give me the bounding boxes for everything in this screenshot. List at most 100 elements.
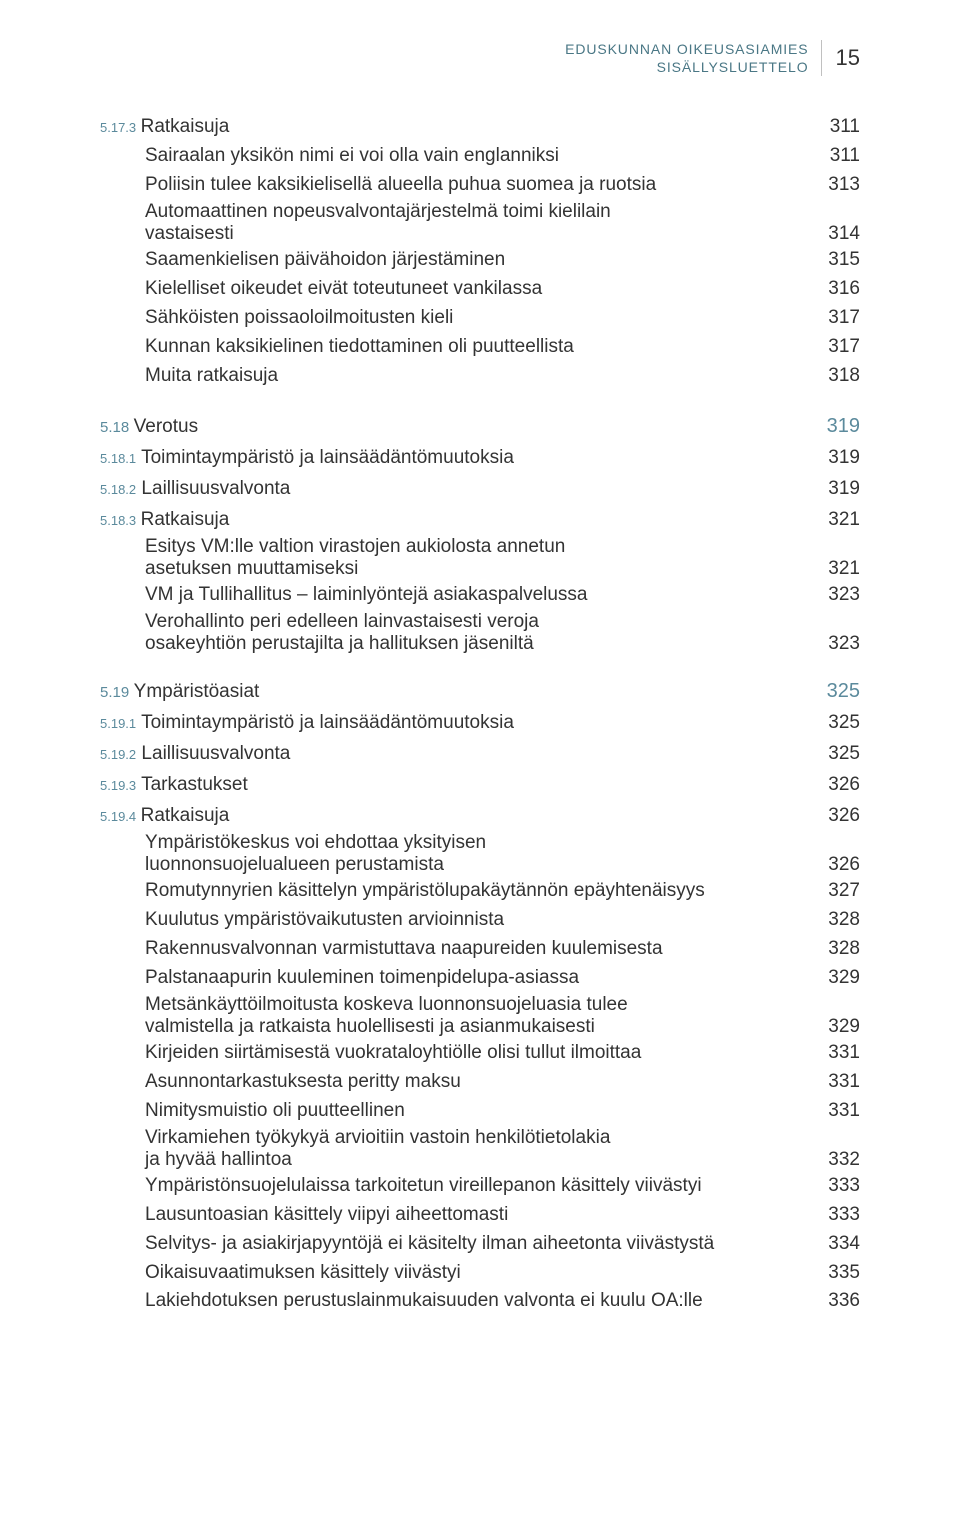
sub-number: 5.19.2 [100,747,136,762]
toc-detail-item: Esitys VM:lle valtion virastojen aukiolo… [100,536,860,580]
toc-detail-item: Sähköisten poissaoloilmoitusten kieli317 [100,305,860,332]
toc-subsection: 5.19.1 Toimintaympäristö ja lainsäädäntö… [100,710,860,737]
page-ref: 314 [810,223,860,245]
sub-title: Toimintaympäristö ja lainsäädäntömuutoks… [136,712,514,733]
toc-section: 5.18 Verotus 319 [100,412,860,441]
detail-text: Nimitysmuistio oli puutteellinen [145,1098,810,1125]
toc-detail-item: Verohallinto peri edelleen lainvastaises… [100,611,860,655]
detail-text-line1: Virkamiehen työkykyä arvioitiin vastoin … [145,1127,860,1149]
page-ref: 317 [810,305,860,332]
detail-text: Palstanaapurin kuuleminen toimenpidelupa… [145,965,810,992]
detail-text-line1: Esitys VM:lle valtion virastojen aukiolo… [145,536,860,558]
page-ref: 332 [810,1149,860,1171]
page-header: EDUSKUNNAN OIKEUSASIAMIES SISÄLLYSLUETTE… [100,40,860,76]
toc-detail-item: Kirjeiden siirtämisestä vuokrataloyhtiöl… [100,1040,860,1067]
detail-text: Kuulutus ympäristövaikutusten arvioinnis… [145,907,810,934]
toc-detail-item: Romutynnyrien käsittelyn ympäristölupakä… [100,878,860,905]
detail-text: Oikaisuvaatimuksen käsittely viivästyi [145,1260,810,1287]
detail-text: Lausuntoasian käsittely viipyi aiheettom… [145,1202,810,1229]
page-ref: 335 [810,1260,860,1287]
toc-detail-item: Kielelliset oikeudet eivät toteutuneet v… [100,276,860,303]
detail-text: Lakiehdotuksen perustuslainmukaisuuden v… [145,1288,810,1315]
page-ref: 333 [810,1202,860,1229]
detail-text-line2: valmistella ja ratkaista huolellisesti j… [145,1016,810,1038]
sub-title: Laillisuusvalvonta [136,743,290,764]
toc-detail-item: VM ja Tullihallitus – laiminlyöntejä asi… [100,582,860,609]
page-ref: 321 [810,507,860,534]
sub-number: 5.17.3 [100,120,136,135]
detail-text: Muita ratkaisuja [145,363,810,390]
toc-detail-item: Metsänkäyttöilmoitusta koskeva luonnonsu… [100,994,860,1038]
page-ref: 315 [810,247,860,274]
sub-number: 5.19.4 [100,809,136,824]
detail-text-line2: asetuksen muuttamiseksi [145,558,810,580]
sub-number: 5.19.1 [100,716,136,731]
toc-detail-item: Asunnontarkastuksesta peritty maksu331 [100,1069,860,1096]
page-ref: 311 [810,143,860,170]
page-ref: 329 [810,965,860,992]
toc-detail-item: Selvitys- ja asiakirjapyyntöjä ei käsite… [100,1231,860,1258]
sub-title: Ratkaisuja [141,509,230,530]
toc-subsection: 5.18.2 Laillisuusvalvonta319 [100,476,860,503]
detail-text-line1: Verohallinto peri edelleen lainvastaises… [145,611,860,633]
detail-text: Ympäristönsuojelulaissa tarkoitetun vire… [145,1173,810,1200]
toc-subsection: 5.18.3 Ratkaisuja 321 [100,507,860,534]
detail-text-line2: luonnonsuojelualueen perustamista [145,854,810,876]
detail-text: VM ja Tullihallitus – laiminlyöntejä asi… [145,582,810,609]
toc-detail-item: Kuulutus ympäristövaikutusten arvioinnis… [100,907,860,934]
page-ref: 319 [810,445,860,472]
detail-text-line2: ja hyvää hallintoa [145,1149,810,1171]
detail-text-line2: vastaisesti [145,223,810,245]
detail-text: Kirjeiden siirtämisestä vuokrataloyhtiöl… [145,1040,810,1067]
page-ref: 321 [810,558,860,580]
page-ref: 326 [810,803,860,830]
detail-text-line2: osakeyhtiön perustajilta ja hallituksen … [145,633,810,655]
section-number: 5.19 [100,684,129,701]
toc-detail-item: Ympäristökeskus voi ehdottaa yksityisenl… [100,832,860,876]
page-ref: 326 [810,854,860,876]
toc-detail-item: Nimitysmuistio oli puutteellinen331 [100,1098,860,1125]
sub-title: Ratkaisuja [141,116,230,137]
detail-text-line1: Automaattinen nopeusvalvontajärjestelmä … [145,201,860,223]
page-ref: 323 [810,633,860,655]
page-ref: 326 [810,772,860,799]
detail-text: Kielelliset oikeudet eivät toteutuneet v… [145,276,810,303]
section-title: Ympäristöasiat [134,681,260,702]
toc-subsection: 5.19.2 Laillisuusvalvonta 325 [100,741,860,768]
page-ref: 336 [810,1288,860,1315]
page-ref: 313 [810,172,860,199]
page-ref: 317 [810,334,860,361]
toc-detail-item: Ympäristönsuojelulaissa tarkoitetun vire… [100,1173,860,1200]
sub-number: 5.19.3 [100,778,136,793]
sub-title: Laillisuusvalvonta [136,478,290,499]
page-ref: 325 [810,677,860,705]
page-ref: 328 [810,907,860,934]
detail-text: Asunnontarkastuksesta peritty maksu [145,1069,810,1096]
page-ref: 319 [810,476,860,503]
page-ref: 331 [810,1069,860,1096]
toc-subsection: 5.17.3 Ratkaisuja 311 [100,114,860,141]
toc-detail-item: Kunnan kaksikielinen tiedottaminen oli p… [100,334,860,361]
toc-detail-item: Poliisin tulee kaksikielisellä alueella … [100,172,860,199]
toc-detail-item: Virkamiehen työkykyä arvioitiin vastoin … [100,1127,860,1171]
sub-number: 5.18.1 [100,451,136,466]
page-ref: 316 [810,276,860,303]
toc-detail-item: Sairaalan yksikön nimi ei voi olla vain … [100,143,860,170]
toc-detail-item: Automaattinen nopeusvalvontajärjestelmä … [100,201,860,245]
page-ref: 327 [810,878,860,905]
page-ref: 334 [810,1231,860,1258]
header-line1: EDUSKUNNAN OIKEUSASIAMIES [565,41,808,57]
page-ref: 325 [810,741,860,768]
page-ref: 311 [810,114,860,141]
detail-text: Saamenkielisen päivähoidon järjestäminen [145,247,810,274]
section-title: Verotus [134,416,198,437]
section-number: 5.18 [100,419,129,436]
page-ref: 319 [810,412,860,440]
detail-text: Rakennusvalvonnan varmistuttava naapurei… [145,936,810,963]
toc-detail-item: Saamenkielisen päivähoidon järjestäminen… [100,247,860,274]
page-ref: 325 [810,710,860,737]
toc-subsection: 5.19.3 Tarkastukset326 [100,772,860,799]
page-ref: 333 [810,1173,860,1200]
page-ref: 328 [810,936,860,963]
header-line2: SISÄLLYSLUETTELO [657,59,809,75]
